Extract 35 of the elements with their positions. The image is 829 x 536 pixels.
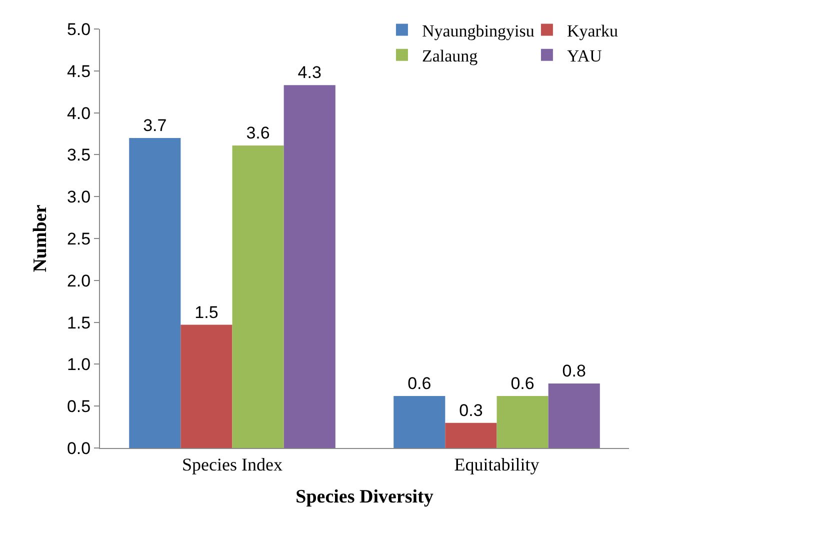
y-tick-label: 3.0: [66, 188, 91, 207]
y-tick-label: 4.5: [66, 62, 91, 81]
bar: [394, 396, 446, 448]
bar: [129, 138, 181, 448]
bar: [548, 383, 600, 448]
bar: [232, 145, 284, 448]
y-tick-label: 2.5: [66, 229, 91, 248]
legend-label: YAU: [566, 46, 602, 66]
y-tick-label: 2.0: [66, 271, 91, 290]
bar: [445, 422, 497, 448]
y-tick-label: 3.5: [66, 146, 91, 165]
data-label: 0.6: [510, 374, 534, 394]
data-label: 0.3: [459, 400, 483, 420]
bar: [180, 324, 232, 448]
x-tick-label: Species Index: [182, 454, 282, 475]
bar: [284, 85, 336, 448]
x-axis-title: Species Diversity: [296, 486, 434, 508]
x-tick-label: Equitability: [454, 454, 540, 475]
data-label: 1.5: [194, 302, 218, 322]
legend-label: Nyaungbingyisu: [422, 21, 535, 40]
y-tick-label: 1.5: [66, 313, 91, 332]
data-label: 3.6: [246, 123, 270, 142]
data-label: 4.3: [298, 63, 322, 82]
y-tick-label: 5.0: [66, 20, 91, 39]
data-label: 3.7: [143, 116, 167, 135]
y-axis-title: Number: [30, 204, 51, 272]
data-label: 0.8: [562, 361, 586, 380]
y-tick-label: 1.0: [66, 355, 91, 374]
legend-label: Kyarku: [566, 21, 618, 40]
y-tick-label: 4.0: [66, 104, 91, 123]
bar: [496, 396, 548, 448]
y-tick-label: 0.5: [66, 397, 91, 416]
data-label: 0.6: [408, 374, 432, 394]
legend-label: Zalaung: [422, 46, 478, 66]
y-tick-label: 0.0: [66, 438, 91, 458]
